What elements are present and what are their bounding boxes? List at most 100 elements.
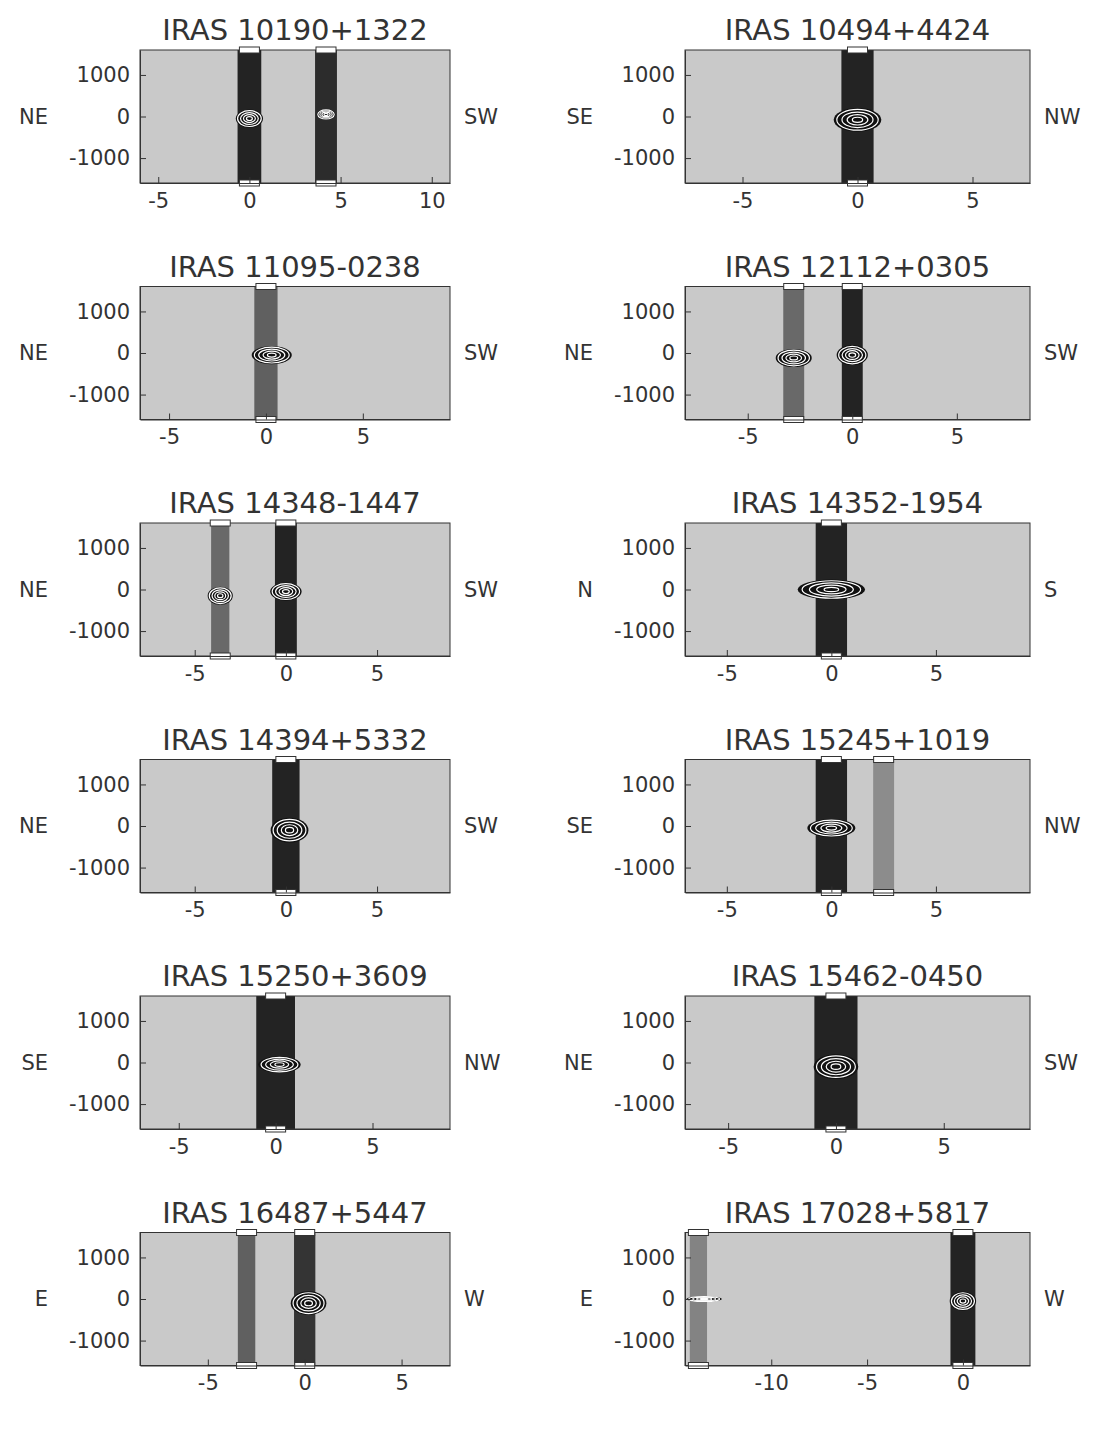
tick-mark: [179, 1123, 180, 1129]
tick-label: -10: [755, 1371, 789, 1395]
tick-mark: [169, 414, 170, 420]
contour: [954, 1295, 971, 1307]
tick-mark: [195, 650, 196, 656]
tick-mark: [140, 826, 146, 827]
continuum-trace: [238, 1233, 255, 1366]
tick-mark: [140, 158, 146, 159]
contour: [238, 111, 262, 127]
tick: -1000: [69, 856, 146, 880]
tick: 0: [117, 1287, 146, 1311]
tick-label: 5: [951, 425, 964, 449]
contour: [689, 1297, 720, 1302]
tick-label: 5: [938, 1135, 951, 1159]
tick-mark: [728, 1123, 729, 1129]
tick-label: 10: [419, 189, 446, 213]
tick-label: -5: [159, 425, 180, 449]
frame: [140, 996, 450, 1129]
tick-mark: [685, 395, 691, 396]
right-orientation: NW: [1044, 105, 1081, 129]
tick: 5: [357, 414, 370, 450]
plot-area: [685, 287, 1030, 420]
contour: [826, 1061, 845, 1072]
tick: 1000: [77, 773, 146, 797]
tick: 0: [662, 814, 691, 838]
contour: [324, 113, 328, 115]
right-orientation: NW: [1044, 814, 1081, 838]
contour: [790, 356, 798, 360]
y-axis: -100001000: [69, 524, 146, 657]
tick-mark: [685, 311, 691, 312]
axis-line: [141, 1366, 451, 1367]
tick-mark: [831, 650, 832, 656]
tick-label: -1000: [614, 146, 675, 170]
contour: [272, 584, 299, 600]
contour: [275, 1063, 284, 1067]
tick-label: 0: [280, 898, 293, 922]
contour: [254, 347, 289, 363]
panel-title: IRAS 10494+4424: [725, 13, 990, 47]
y-axis: -100001000: [614, 760, 691, 893]
x-axis: -505: [141, 650, 451, 686]
tick-mark: [140, 1104, 146, 1105]
tick: 5: [938, 1123, 951, 1159]
tick-label: 5: [371, 898, 384, 922]
contour: [852, 117, 862, 122]
aperture-marker: [276, 757, 296, 763]
tick: -5: [148, 177, 169, 213]
right-orientation: SW: [464, 341, 498, 365]
tick-label: 1000: [622, 773, 675, 797]
tick-label: -5: [718, 1135, 739, 1159]
background: [685, 50, 1030, 183]
axis-line: [141, 893, 451, 894]
tick: -5: [159, 414, 180, 450]
contour: [842, 349, 862, 362]
tick: -1000: [614, 1329, 691, 1353]
y-axis: -100001000: [614, 524, 691, 657]
y-axis: -100001000: [69, 287, 146, 420]
tick: 0: [117, 341, 146, 365]
tick: 0: [662, 341, 691, 365]
x-axis: -505: [141, 887, 451, 923]
emission-core: [317, 109, 336, 120]
tick-label: 5: [357, 425, 370, 449]
plot-area: [140, 523, 450, 656]
x-axis: -5 0 5: [141, 414, 451, 450]
tick: 1000: [622, 63, 691, 87]
background: [140, 760, 450, 893]
tick: -1000: [69, 1329, 146, 1353]
tick: 0: [299, 1360, 312, 1396]
emission-core: [208, 587, 233, 605]
panel-title: IRAS 16487+5447: [162, 1196, 427, 1230]
right-orientation: SW: [1044, 341, 1078, 365]
contour: [266, 1059, 294, 1070]
tick: 0: [117, 105, 146, 129]
emission-core: [687, 1296, 722, 1302]
contour: [778, 350, 809, 366]
tick-mark: [249, 177, 250, 183]
contour: [842, 112, 873, 128]
contour: [847, 115, 868, 125]
aperture-marker: [821, 757, 841, 763]
aperture-marker: [239, 47, 259, 53]
plot-area: [140, 760, 450, 893]
y-axis: -100001000: [69, 51, 146, 184]
background: [140, 1233, 450, 1366]
tick-label: 0: [260, 425, 273, 449]
panel: -505-100001000IRAS 14348-1447NESW: [19, 486, 498, 686]
contour: [293, 1293, 324, 1314]
tick-mark: [685, 1299, 691, 1300]
tick-label: 0: [117, 578, 130, 602]
tick-label: 0: [662, 1051, 675, 1075]
tick: 5: [930, 887, 943, 923]
tick-label: 0: [117, 1287, 130, 1311]
contour: [817, 585, 846, 594]
tick-label: 5: [371, 662, 384, 686]
tick-mark: [944, 1123, 945, 1129]
tick: 5: [966, 177, 979, 213]
contour: [816, 822, 847, 834]
contour: [267, 353, 276, 357]
panel: -505-100001000IRAS 16487+5447EW: [35, 1196, 485, 1396]
emission-core: [776, 349, 812, 367]
tick: 0: [260, 414, 273, 450]
contour: [259, 349, 285, 361]
